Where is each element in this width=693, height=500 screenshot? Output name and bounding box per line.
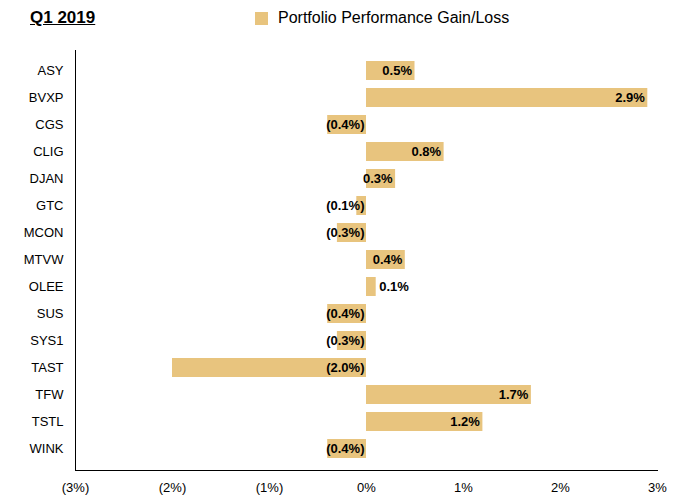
html-text:Q1 2019: Q1 2019: [30, 8, 96, 27]
svg-text:DJAN: DJAN: [30, 171, 64, 186]
svg-text:1.7%: 1.7%: [499, 387, 529, 402]
svg-text:0.4%: 0.4%: [373, 252, 403, 267]
svg-text:(2%): (2%): [159, 480, 186, 495]
svg-text:(2.0%): (2.0%): [326, 360, 364, 375]
svg-text:OLEE: OLEE: [29, 279, 64, 294]
svg-text:0%: 0%: [357, 480, 376, 495]
svg-text:3%: 3%: [648, 480, 667, 495]
svg-text:(0.4%): (0.4%): [326, 441, 364, 456]
svg-text:0.5%: 0.5%: [382, 63, 412, 78]
svg-text:WINK: WINK: [30, 441, 64, 456]
svg-text:1.2%: 1.2%: [450, 414, 480, 429]
svg-text:1%: 1%: [454, 480, 473, 495]
svg-text:0.8%: 0.8%: [411, 144, 441, 159]
svg-text:(0.3%): (0.3%): [326, 225, 364, 240]
html-text:Portfolio Performance Gain/Los: Portfolio Performance Gain/Loss: [278, 9, 510, 26]
svg-text:(0.3%): (0.3%): [326, 333, 364, 348]
svg-text:TFW: TFW: [35, 387, 64, 402]
svg-text:BVXP: BVXP: [29, 90, 64, 105]
svg-text:MTVW: MTVW: [24, 252, 64, 267]
svg-text:0.3%: 0.3%: [363, 171, 393, 186]
svg-text:2.9%: 2.9%: [615, 90, 645, 105]
svg-text:ASY: ASY: [37, 63, 63, 78]
svg-text:0.1%: 0.1%: [379, 279, 409, 294]
svg-text:(1%): (1%): [256, 480, 283, 495]
svg-text:CGS: CGS: [35, 117, 64, 132]
svg-text:GTC: GTC: [36, 198, 63, 213]
svg-text:SUS: SUS: [37, 306, 64, 321]
svg-text:SYS1: SYS1: [30, 333, 63, 348]
svg-text:2%: 2%: [551, 480, 570, 495]
svg-text:MCON: MCON: [24, 225, 64, 240]
svg-text:(0.4%): (0.4%): [326, 306, 364, 321]
svg-text:(0.1%): (0.1%): [326, 198, 364, 213]
svg-text:CLIG: CLIG: [33, 144, 63, 159]
svg-text:(0.4%): (0.4%): [326, 117, 364, 132]
svg-text:TAST: TAST: [31, 360, 63, 375]
svg-text:(3%): (3%): [62, 480, 89, 495]
svg-text:TSTL: TSTL: [32, 414, 64, 429]
